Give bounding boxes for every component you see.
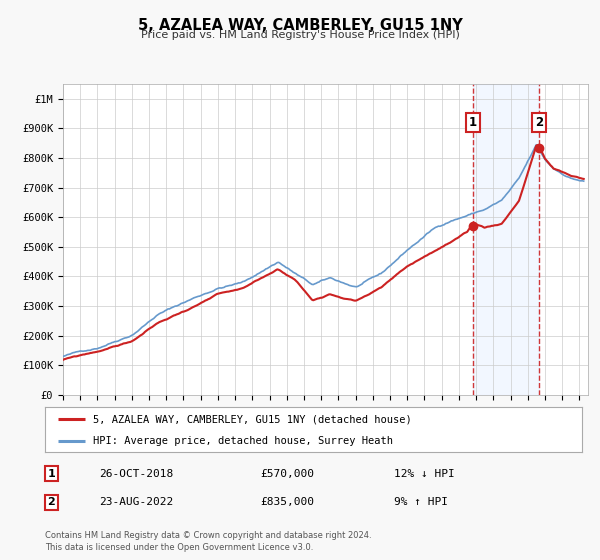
Text: 2: 2	[535, 116, 543, 129]
Bar	[473, 84, 539, 395]
Text: 26-OCT-2018: 26-OCT-2018	[98, 469, 173, 479]
Text: 12% ↓ HPI: 12% ↓ HPI	[394, 469, 455, 479]
Text: 9% ↑ HPI: 9% ↑ HPI	[394, 497, 448, 507]
Text: 23-AUG-2022: 23-AUG-2022	[98, 497, 173, 507]
Text: £835,000: £835,000	[260, 497, 314, 507]
Text: 1: 1	[47, 469, 55, 479]
Text: 2: 2	[47, 497, 55, 507]
Text: Contains HM Land Registry data © Crown copyright and database right 2024.: Contains HM Land Registry data © Crown c…	[45, 531, 371, 540]
Text: This data is licensed under the Open Government Licence v3.0.: This data is licensed under the Open Gov…	[45, 543, 313, 552]
Text: 5, AZALEA WAY, CAMBERLEY, GU15 1NY (detached house): 5, AZALEA WAY, CAMBERLEY, GU15 1NY (deta…	[94, 414, 412, 424]
Text: 1: 1	[469, 116, 477, 129]
Text: 5, AZALEA WAY, CAMBERLEY, GU15 1NY: 5, AZALEA WAY, CAMBERLEY, GU15 1NY	[137, 18, 463, 33]
Text: HPI: Average price, detached house, Surrey Heath: HPI: Average price, detached house, Surr…	[94, 436, 394, 446]
Text: Price paid vs. HM Land Registry's House Price Index (HPI): Price paid vs. HM Land Registry's House …	[140, 30, 460, 40]
Text: £570,000: £570,000	[260, 469, 314, 479]
